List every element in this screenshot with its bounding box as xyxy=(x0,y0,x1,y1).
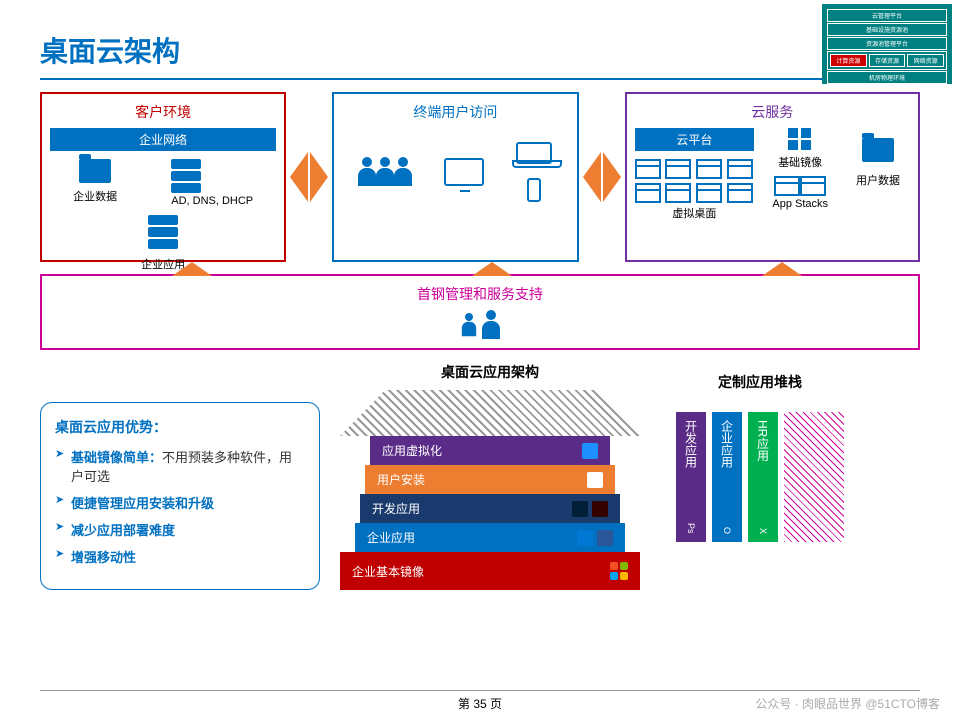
title-underline xyxy=(40,78,920,80)
arrows-2 xyxy=(583,152,621,202)
person-icon xyxy=(358,157,376,187)
app-stack: 桌面云应用架构 应用虚拟化 用户安装 开发应用 企业应用 企业基本镜像 xyxy=(340,362,640,590)
page-title: 桌面云架构 xyxy=(0,0,960,78)
advantages-box: 桌面云应用优势： 基础镜像简单：不用预装多种软件，用户可选 便捷管理应用安装和升… xyxy=(40,402,320,590)
laptop-icon xyxy=(516,142,552,164)
arrows-1 xyxy=(290,152,328,202)
bottom-section: 桌面云应用优势： 基础镜像简单：不用预装多种软件，用户可选 便捷管理应用安装和升… xyxy=(0,350,960,590)
custom-stack: 定制应用堆栈 开发应用Ps 企业应用O HR应用X xyxy=(660,372,860,590)
monitor-icon xyxy=(444,158,484,186)
hatch-pattern xyxy=(784,412,844,542)
end-user-box: 终端用户访问 xyxy=(332,92,578,262)
support-box: 首钢管理和服务支持 xyxy=(40,274,920,350)
cloud-service-box: 云服务 云平台 虚拟桌面 基础镜像 App Stacks 用户数据 xyxy=(625,92,920,262)
watermark: 公众号 · 肉眼品世界 @51CTO博客 xyxy=(755,695,940,712)
folder-icon xyxy=(79,159,111,183)
corner-thumbnail: 云管理平台 基础设施资源池 资源池管理平台 计算资源存储资源网络资源 机房物理环… xyxy=(822,4,952,84)
top-row: 客户环境 企业网络 企业数据 AD, DNS, DHCP 企业应用 终端用户访问… xyxy=(0,92,960,262)
phone-icon xyxy=(527,178,541,202)
customer-env-box: 客户环境 企业网络 企业数据 AD, DNS, DHCP 企业应用 xyxy=(40,92,286,262)
